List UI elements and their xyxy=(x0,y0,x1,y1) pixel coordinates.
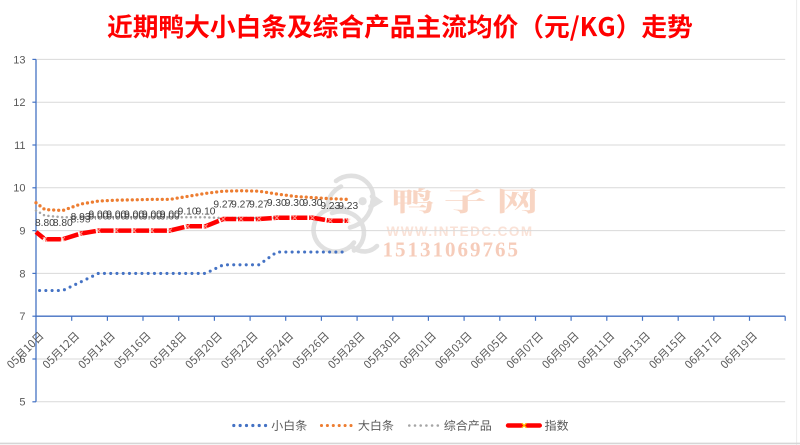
svg-text:9.30: 9.30 xyxy=(285,198,305,209)
svg-text:9: 9 xyxy=(19,226,25,238)
svg-text:8.80: 8.80 xyxy=(53,218,73,229)
svg-text:9.27: 9.27 xyxy=(213,199,233,210)
svg-text:9.10: 9.10 xyxy=(196,206,216,217)
svg-text:11: 11 xyxy=(14,140,25,152)
svg-text:8: 8 xyxy=(19,268,25,280)
svg-text:9.23: 9.23 xyxy=(320,201,340,212)
svg-text:13: 13 xyxy=(13,54,25,66)
svg-text:9.10: 9.10 xyxy=(178,206,198,217)
svg-text:9.00: 9.00 xyxy=(142,212,162,223)
svg-text:6: 6 xyxy=(19,354,25,366)
svg-text:15131069765: 15131069765 xyxy=(383,238,521,262)
svg-text:8.80: 8.80 xyxy=(35,218,55,229)
svg-text:WWW.INTEDC.COM: WWW.INTEDC.COM xyxy=(387,224,534,239)
svg-text:8.93: 8.93 xyxy=(71,214,91,225)
svg-text:8.93: 8.93 xyxy=(71,212,91,223)
svg-text:9.30: 9.30 xyxy=(303,198,323,209)
svg-text:9.00: 9.00 xyxy=(88,209,108,220)
svg-text:9.27: 9.27 xyxy=(249,199,269,210)
svg-text:9.00: 9.00 xyxy=(124,212,144,223)
svg-text:9.00: 9.00 xyxy=(124,209,144,220)
svg-text:9.00: 9.00 xyxy=(160,209,180,220)
svg-text:9.00: 9.00 xyxy=(160,212,180,223)
svg-text:5: 5 xyxy=(19,397,25,409)
svg-text:9.00: 9.00 xyxy=(88,212,108,223)
svg-text:9.30: 9.30 xyxy=(267,198,287,209)
svg-text:9.00: 9.00 xyxy=(106,209,126,220)
svg-text:9.23: 9.23 xyxy=(338,201,358,212)
svg-text:12: 12 xyxy=(13,97,25,109)
svg-text:9.27: 9.27 xyxy=(231,199,251,210)
svg-text:10: 10 xyxy=(13,183,25,195)
svg-text:9.00: 9.00 xyxy=(106,212,126,223)
svg-text:7: 7 xyxy=(19,311,25,323)
svg-text:9.00: 9.00 xyxy=(142,209,162,220)
